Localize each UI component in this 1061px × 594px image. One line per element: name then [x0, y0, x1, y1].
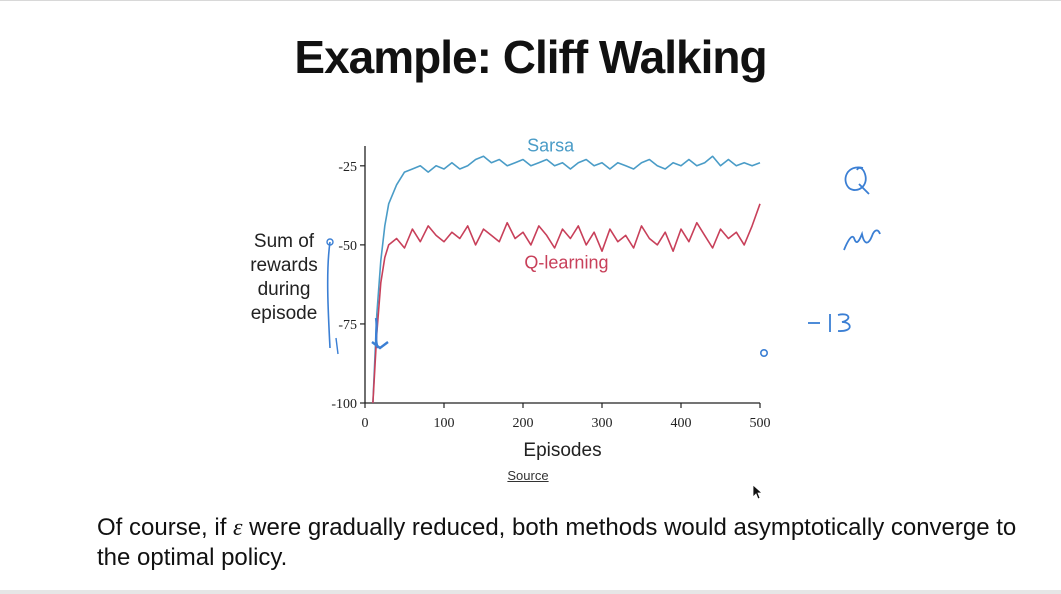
series-label-sarsa: Sarsa [527, 136, 575, 156]
source-link[interactable]: Source [507, 468, 549, 483]
y-axis-label: Sum of rewards during episode [236, 230, 332, 326]
y-axis-label-line-2: rewards [250, 255, 318, 276]
slide-caption: Of course, if ε were gradually reduced, … [97, 513, 1017, 573]
pen-annotation-mu [843, 229, 881, 251]
x-tick-label: 0 [362, 416, 369, 431]
x-tick-label: 500 [750, 416, 771, 431]
y-tick-label: -50 [338, 239, 357, 254]
caption-text-1: Of course, if [97, 514, 234, 541]
pen-annotation-minus-13 [808, 313, 851, 332]
pen-annotation-q [844, 166, 870, 195]
x-tick-label: 300 [592, 416, 613, 431]
pen-annotation-dot [759, 348, 769, 358]
y-axis-label-line-1: Sum of [253, 231, 315, 252]
bottom-rule [0, 590, 1061, 594]
y-axis-label-line-3: during [257, 279, 311, 300]
y-tick-label: -25 [338, 160, 357, 175]
y-tick-label: -100 [331, 397, 357, 412]
line-chart: -25 -50 -75 -100 0 100 200 300 400 500 Episodes Sar… [331, 136, 771, 460]
epsilon-symbol: ε [233, 515, 243, 541]
y-axis-label-line-4: episode [250, 303, 318, 324]
mouse-cursor-icon [752, 484, 764, 500]
caption-text-2: were gradually reduced, both methods wou… [97, 514, 1017, 571]
series-line-sarsa [372, 155, 761, 404]
pen-annotation-bracket [326, 238, 389, 355]
x-tick-label: 100 [434, 416, 455, 431]
series-label-q-learning: Q-learning [524, 253, 608, 273]
series-line-q-learning [372, 203, 761, 404]
top-rule [0, 0, 1061, 1]
slide-title: Example: Cliff Walking [294, 31, 767, 83]
x-tick-label: 400 [671, 416, 692, 431]
x-tick-label: 200 [513, 416, 534, 431]
x-axis-label: Episodes [523, 440, 601, 460]
y-tick-label: -75 [338, 318, 357, 333]
